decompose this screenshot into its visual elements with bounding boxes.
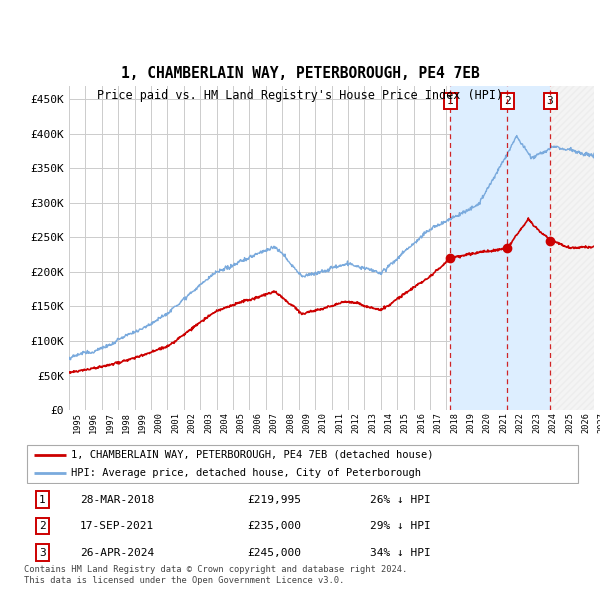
Text: £219,995: £219,995 bbox=[247, 494, 301, 504]
Text: 2016: 2016 bbox=[417, 412, 426, 432]
Text: 28-MAR-2018: 28-MAR-2018 bbox=[80, 494, 154, 504]
Text: Price paid vs. HM Land Registry's House Price Index (HPI): Price paid vs. HM Land Registry's House … bbox=[97, 88, 503, 101]
FancyBboxPatch shape bbox=[27, 445, 578, 483]
Text: 2026: 2026 bbox=[581, 412, 590, 432]
Text: 2025: 2025 bbox=[565, 412, 574, 432]
Text: 1997: 1997 bbox=[106, 412, 115, 432]
Bar bbox=[550, 86, 594, 410]
Text: 2015: 2015 bbox=[401, 412, 410, 432]
Text: 17-SEP-2021: 17-SEP-2021 bbox=[80, 521, 154, 531]
Text: 2011: 2011 bbox=[335, 412, 344, 432]
Text: 2000: 2000 bbox=[155, 412, 164, 432]
Text: 2003: 2003 bbox=[204, 412, 213, 432]
Text: Contains HM Land Registry data © Crown copyright and database right 2024.
This d: Contains HM Land Registry data © Crown c… bbox=[24, 565, 407, 585]
Text: 26-APR-2024: 26-APR-2024 bbox=[80, 548, 154, 558]
Text: 2004: 2004 bbox=[220, 412, 229, 432]
Text: HPI: Average price, detached house, City of Peterborough: HPI: Average price, detached house, City… bbox=[71, 468, 421, 478]
Text: 2007: 2007 bbox=[269, 412, 278, 432]
Text: 2022: 2022 bbox=[515, 412, 524, 432]
Text: 1, CHAMBERLAIN WAY, PETERBOROUGH, PE4 7EB (detached house): 1, CHAMBERLAIN WAY, PETERBOROUGH, PE4 7E… bbox=[71, 450, 434, 460]
Text: 2009: 2009 bbox=[302, 412, 311, 432]
Text: 1: 1 bbox=[447, 96, 454, 106]
Text: 2005: 2005 bbox=[237, 412, 246, 432]
Text: 1, CHAMBERLAIN WAY, PETERBOROUGH, PE4 7EB: 1, CHAMBERLAIN WAY, PETERBOROUGH, PE4 7E… bbox=[121, 67, 479, 81]
Text: 1999: 1999 bbox=[139, 412, 148, 432]
Text: 3: 3 bbox=[547, 96, 553, 106]
Text: 2: 2 bbox=[39, 521, 46, 531]
Text: 2021: 2021 bbox=[499, 412, 508, 432]
Text: 2024: 2024 bbox=[548, 412, 557, 432]
Text: 29% ↓ HPI: 29% ↓ HPI bbox=[370, 521, 431, 531]
Text: 2020: 2020 bbox=[483, 412, 492, 432]
Text: £245,000: £245,000 bbox=[247, 548, 301, 558]
Text: 2012: 2012 bbox=[352, 412, 361, 432]
Text: 2008: 2008 bbox=[286, 412, 295, 432]
Text: 1995: 1995 bbox=[73, 412, 82, 432]
Bar bbox=[550, 86, 594, 410]
Text: 1996: 1996 bbox=[89, 412, 98, 432]
Text: 1: 1 bbox=[39, 494, 46, 504]
Text: 26% ↓ HPI: 26% ↓ HPI bbox=[370, 494, 431, 504]
Text: 2027: 2027 bbox=[598, 412, 600, 432]
Text: 2002: 2002 bbox=[188, 412, 197, 432]
Bar bbox=[450, 86, 550, 410]
Text: 3: 3 bbox=[39, 548, 46, 558]
Text: 1998: 1998 bbox=[122, 412, 131, 432]
Text: 2014: 2014 bbox=[385, 412, 394, 432]
Text: 34% ↓ HPI: 34% ↓ HPI bbox=[370, 548, 431, 558]
Text: 2006: 2006 bbox=[253, 412, 262, 432]
Text: 2001: 2001 bbox=[171, 412, 180, 432]
Text: 2017: 2017 bbox=[434, 412, 443, 432]
Text: 2019: 2019 bbox=[466, 412, 475, 432]
Text: 2: 2 bbox=[504, 96, 511, 106]
Text: 2010: 2010 bbox=[319, 412, 328, 432]
Text: 2013: 2013 bbox=[368, 412, 377, 432]
Text: £235,000: £235,000 bbox=[247, 521, 301, 531]
Text: 2018: 2018 bbox=[450, 412, 459, 432]
Text: 2023: 2023 bbox=[532, 412, 541, 432]
